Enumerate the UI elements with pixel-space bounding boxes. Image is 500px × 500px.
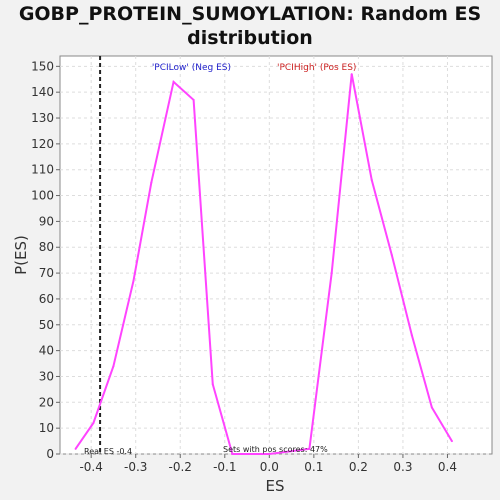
data-point [74, 447, 77, 450]
y-tick-label: 100 [31, 189, 54, 203]
x-tick-label: -0.4 [79, 460, 102, 474]
data-point [308, 447, 311, 450]
x-tick-label: 0.2 [349, 460, 368, 474]
x-tick-label: 0.3 [393, 460, 412, 474]
x-tick-label: -0.3 [124, 460, 147, 474]
x-axis-ticks: -0.4 -0.3 -0.2 -0.1 0.0 0.1 0.2 0.3 0.4 [79, 454, 457, 474]
x-tick-label: -0.1 [213, 460, 236, 474]
data-point [350, 73, 353, 76]
data-point [370, 179, 373, 182]
y-tick-label: 60 [39, 292, 54, 306]
y-tick-label: 140 [31, 85, 54, 99]
chart-title: GOBP_PROTEIN_SUMOYLATION: Random ES dist… [0, 2, 500, 50]
x-tick-label: 0.0 [260, 460, 279, 474]
y-tick-label: 80 [39, 240, 54, 254]
y-tick-label: 20 [39, 395, 54, 409]
data-point [92, 421, 95, 424]
y-tick-label: 90 [39, 214, 54, 228]
y-tick-label: 130 [31, 111, 54, 125]
chart-title-line2: distribution [187, 27, 313, 49]
data-point [450, 440, 453, 443]
data-point [330, 272, 333, 275]
y-tick-label: 110 [31, 163, 54, 177]
data-point [390, 254, 393, 256]
y-tick-label: 30 [39, 369, 54, 383]
real-es-annotation: Real ES -0.4 [84, 447, 132, 456]
y-tick-label: 0 [46, 447, 54, 461]
series-line [74, 73, 453, 455]
legend-pos-label: 'PCIHigh' (Pos ES) [277, 63, 356, 73]
grid-lines [60, 56, 492, 455]
legend-neg-label: 'PCILow' (Neg ES) [152, 63, 231, 73]
data-point [172, 80, 175, 83]
data-point [112, 365, 115, 368]
data-point [268, 453, 271, 455]
x-axis-label: ES [266, 477, 285, 495]
pos-scores-annotation: Sets with pos scores: 47% [223, 445, 328, 454]
x-tick-label: 0.1 [304, 460, 323, 474]
y-tick-label: 70 [39, 266, 54, 280]
chart-title-line1: GOBP_PROTEIN_SUMOYLATION: Random ES [18, 3, 482, 25]
y-tick-label: 150 [31, 59, 54, 73]
data-point [150, 181, 153, 184]
data-point [410, 334, 413, 337]
y-tick-label: 50 [39, 318, 54, 332]
x-tick-label: 0.4 [438, 460, 457, 474]
data-point [192, 98, 195, 101]
plot-area [59, 55, 493, 455]
y-axis-label: P(ES) [12, 235, 30, 275]
data-point [132, 279, 135, 282]
data-point [211, 383, 214, 386]
y-tick-label: 10 [39, 421, 54, 435]
y-tick-label: 40 [39, 344, 54, 358]
series-points [74, 73, 453, 455]
data-point [430, 406, 433, 409]
y-tick-label: 120 [31, 137, 54, 151]
x-tick-label: -0.2 [169, 460, 192, 474]
data-point [231, 453, 234, 455]
y-axis-ticks: 0 10 20 30 40 50 60 70 80 90 100 110 120 130 140 150 [31, 59, 60, 461]
